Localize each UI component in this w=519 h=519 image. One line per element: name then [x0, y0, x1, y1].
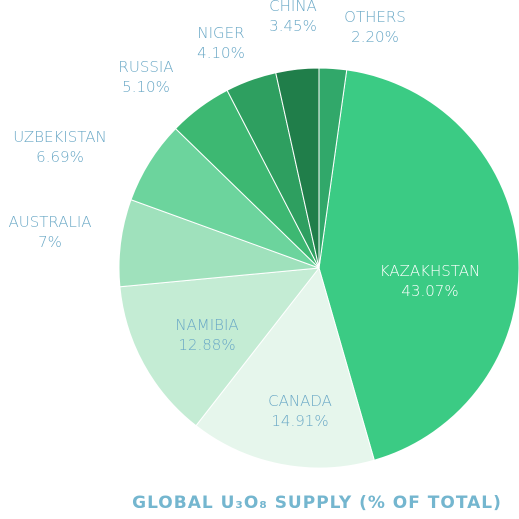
- slice-value-russia: 5.10%: [122, 78, 170, 96]
- slice-label-canada: CANADA: [268, 392, 332, 410]
- slice-value-kazakhstan: 43.07%: [401, 282, 458, 300]
- slice-label-uzbekistan: UZBEKISTAN: [13, 128, 107, 146]
- pie-slice-others: [318, 67, 348, 269]
- slice-label-china: CHINA: [269, 0, 317, 15]
- slice-value-niger: 4.10%: [197, 44, 245, 62]
- pie-slice-canada: [195, 266, 375, 469]
- pie-slice-namibia: [119, 267, 321, 427]
- slice-value-others: 2.20%: [351, 28, 399, 46]
- slice-label-others: OTHERS: [344, 8, 406, 26]
- pie-slices: [118, 67, 519, 469]
- slice-value-namibia: 12.88%: [178, 336, 235, 354]
- slice-label-namibia: NAMIBIA: [175, 316, 238, 334]
- slice-value-uzbekistan: 6.69%: [36, 148, 84, 166]
- slice-label-kazakhstan: KAZAKHSTAN: [380, 262, 481, 280]
- chart-title: GLOBAL U₃O₈ SUPPLY (% OF TOTAL): [132, 493, 502, 513]
- slice-value-china: 3.45%: [269, 17, 317, 35]
- pie-slice-kazakhstan: [318, 69, 519, 461]
- slice-label-russia: RUSSIA: [118, 58, 173, 76]
- slice-label-niger: NIGER: [197, 24, 244, 42]
- slice-value-australia: 7%: [38, 233, 62, 251]
- slice-value-canada: 14.91%: [271, 412, 328, 430]
- pie-labels: KAZAKHSTAN 43.07% CANADA 14.91% NAMIBIA 12.88…: [8, 0, 480, 430]
- slice-label-australia: AUSTRALIA: [8, 213, 91, 231]
